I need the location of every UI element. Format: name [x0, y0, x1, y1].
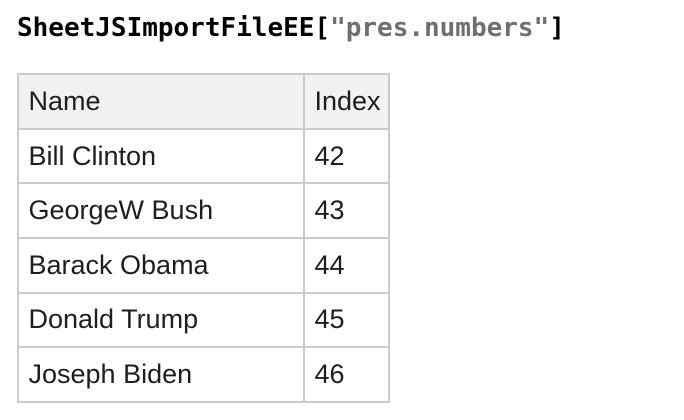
heading-bracket-open: [: [314, 13, 331, 43]
table-row: Donald Trump 45: [17, 291, 390, 349]
cell-index: 44: [303, 236, 390, 294]
heading-key-string: "pres.numbers": [330, 13, 550, 43]
cell-index: 42: [303, 127, 390, 185]
cell-name: Donald Trump: [17, 291, 305, 349]
heading-bracket-close: ]: [549, 13, 565, 43]
cell-name: Barack Obama: [17, 236, 305, 294]
cell-index: 46: [303, 346, 390, 403]
heading-object-name: SheetJSImportFileEE: [17, 13, 315, 43]
table-header-row: Name Index: [17, 73, 390, 130]
cell-index: 43: [303, 182, 390, 239]
cell-name: GeorgeW Bush: [17, 182, 305, 239]
column-header-name: Name: [17, 73, 305, 130]
cell-index: 45: [303, 291, 390, 349]
table-row: Joseph Biden 46: [17, 346, 390, 403]
page-title: SheetJSImportFileEE["pres.numbers"]: [17, 13, 684, 44]
cell-name: Bill Clinton: [17, 127, 305, 185]
table-body: Bill Clinton 42 GeorgeW Bush 43 Barack Obama…: [17, 127, 390, 403]
cell-name: Joseph Biden: [17, 346, 305, 403]
page: SheetJSImportFileEE["pres.numbers"] Name…: [17, 13, 684, 403]
column-header-index: Index: [303, 73, 390, 130]
table-row: GeorgeW Bush 43: [17, 182, 390, 239]
presidents-table: Name Index Bill Clinton 42 GeorgeW Bush 43 B…: [17, 73, 390, 403]
table-row: Barack Obama 44: [17, 236, 390, 294]
table-row: Bill Clinton 42: [17, 127, 390, 185]
